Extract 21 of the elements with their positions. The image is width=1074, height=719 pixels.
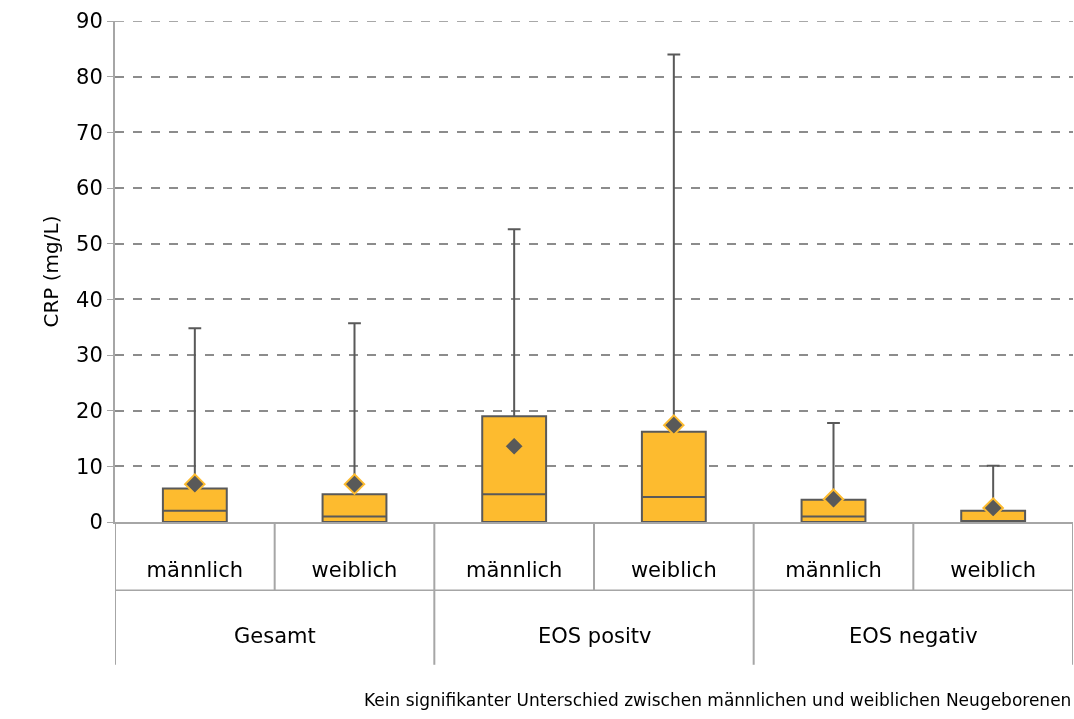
y-tick-label: 40	[76, 287, 103, 312]
y-tick-label: 50	[76, 232, 103, 257]
y-tick-label: 0	[89, 510, 103, 535]
text: EOS negativ	[849, 624, 978, 648]
x-tick-label: weiblich	[311, 558, 398, 583]
x-tick-label: männlich	[465, 558, 563, 583]
x-tick-label: männlich	[785, 558, 882, 583]
y-tick-label: 60	[76, 176, 103, 201]
text: Kein signifikanter Unterschied zwischen männlichen und weiblichen Neugeborenen	[364, 690, 1072, 710]
y-tick-label: 70	[76, 120, 103, 145]
y-tick-label: 30	[76, 343, 103, 368]
y-axis-title: CRP (mg/L)	[39, 215, 64, 328]
x-tick-label: weiblich	[630, 558, 717, 583]
y-tick-label: 80	[76, 65, 103, 90]
y-tick-label: 10	[76, 454, 103, 479]
x-tick-label: männlich	[146, 558, 244, 583]
y-tick-label: 90	[76, 9, 103, 34]
text: Gesamt	[234, 624, 316, 648]
y-tick-label: 20	[76, 399, 103, 424]
text: EOS positv	[538, 624, 652, 648]
x-tick-label: weiblich	[950, 558, 1037, 583]
